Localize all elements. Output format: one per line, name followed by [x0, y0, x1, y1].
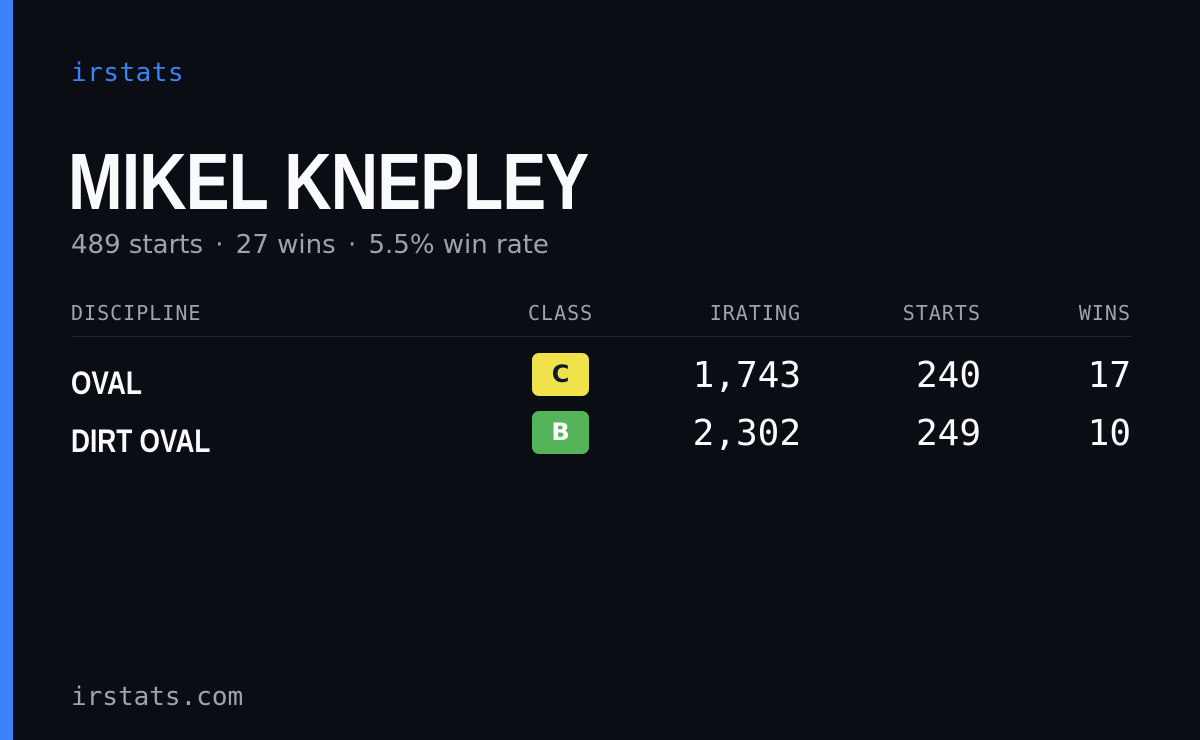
- starts-value: 249: [915, 413, 981, 454]
- irating-value: 1,743: [692, 355, 801, 396]
- header-wins: WINS: [1078, 301, 1131, 325]
- accent-bar: [0, 0, 13, 740]
- header-irating: IRATING: [709, 301, 801, 325]
- summary-separator: ·: [347, 230, 357, 260]
- class-badge: C: [532, 353, 589, 396]
- irating-value: 2,302: [692, 413, 801, 454]
- discipline-name: OVAL: [71, 365, 142, 401]
- summary-separator: ·: [215, 230, 224, 260]
- wins-value: 10: [1087, 413, 1131, 454]
- footer-domain: irstats.com: [71, 682, 244, 712]
- header-class: CLASS: [528, 301, 594, 325]
- class-badge: B: [532, 411, 589, 454]
- header-discipline: DISCIPLINE: [71, 301, 202, 325]
- driver-name: MIKEL KNEPLEY: [68, 137, 589, 226]
- license-table: DISCIPLINE CLASS IRATING STARTS WINS OVA…: [71, 296, 1131, 469]
- win-rate-summary: 5.5% win rate: [368, 230, 549, 260]
- table-header: DISCIPLINE CLASS IRATING STARTS WINS: [71, 296, 1131, 337]
- brand-logo-text: irstats: [71, 58, 185, 88]
- starts-value: 240: [915, 355, 981, 396]
- table-row: OVAL C 1,743 240 17: [71, 353, 1131, 411]
- driver-summary: 489 starts · 27 wins · 5.5% win rate: [71, 228, 549, 262]
- wins-value: 17: [1087, 355, 1131, 396]
- header-starts: STARTS: [902, 301, 981, 325]
- discipline-name: DIRT OVAL: [71, 423, 211, 459]
- starts-summary: 489 starts: [71, 230, 203, 260]
- wins-summary: 27 wins: [235, 230, 336, 260]
- table-row: DIRT OVAL B 2,302 249 10: [71, 411, 1131, 469]
